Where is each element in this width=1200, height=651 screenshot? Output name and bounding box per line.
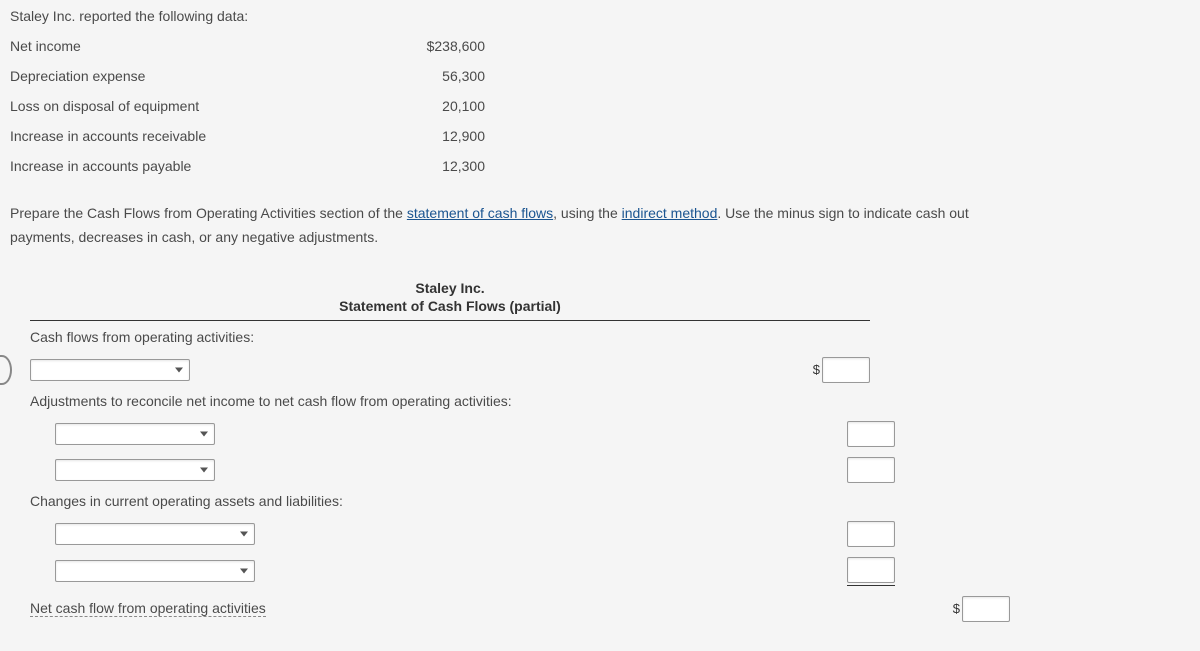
change-dropdown[interactable] <box>55 560 255 582</box>
form-row <box>55 457 895 483</box>
data-row: Increase in accounts receivable 12,900 <box>10 128 1190 144</box>
instruction-part: , using the <box>553 205 622 221</box>
worksheet-company: Staley Inc. <box>30 280 870 296</box>
intro-text: Staley Inc. reported the following data: <box>10 8 1190 24</box>
data-value: 12,300 <box>385 158 485 174</box>
worksheet-title: Statement of Cash Flows (partial) <box>30 298 870 314</box>
amount-input[interactable] <box>847 457 895 483</box>
form-row <box>55 421 895 447</box>
amount-input[interactable] <box>847 557 895 583</box>
section-changes: Changes in current operating assets and … <box>30 493 1190 509</box>
form-row: $ <box>30 357 870 383</box>
data-row: Depreciation expense 56,300 <box>10 68 1190 84</box>
data-label: Loss on disposal of equipment <box>10 98 385 114</box>
change-dropdown[interactable] <box>55 523 255 545</box>
instruction-part: Prepare the Cash Flows from Operating Ac… <box>10 205 407 221</box>
data-label: Increase in accounts receivable <box>10 128 385 144</box>
data-value: $238,600 <box>385 38 485 54</box>
instruction-part: . Use the minus sign to indicate cash ou… <box>717 205 968 221</box>
total-row: Net cash flow from operating activities … <box>30 596 1010 622</box>
data-value: 12,900 <box>385 128 485 144</box>
amount-input[interactable] <box>822 357 870 383</box>
instruction-text: Prepare the Cash Flows from Operating Ac… <box>10 202 1190 250</box>
given-data-table: Net income $238,600 Depreciation expense… <box>10 38 1190 174</box>
dollar-sign: $ <box>813 362 820 377</box>
section-adjustments: Adjustments to reconcile net income to n… <box>30 393 1190 409</box>
data-row: Increase in accounts payable 12,300 <box>10 158 1190 174</box>
instruction-part: payments, decreases in cash, or any nega… <box>10 229 378 245</box>
amount-input[interactable] <box>847 521 895 547</box>
section-operating-activities: Cash flows from operating activities: <box>30 329 1190 345</box>
form-row <box>55 521 895 547</box>
data-label: Depreciation expense <box>10 68 385 84</box>
dollar-sign: $ <box>953 601 960 616</box>
adjustment-dropdown[interactable] <box>55 423 215 445</box>
data-value: 20,100 <box>385 98 485 114</box>
worksheet-header: Staley Inc. Statement of Cash Flows (par… <box>30 280 870 321</box>
link-indirect-method[interactable]: indirect method <box>622 205 718 221</box>
data-label: Increase in accounts payable <box>10 158 385 174</box>
form-row <box>55 557 895 586</box>
data-row: Loss on disposal of equipment 20,100 <box>10 98 1190 114</box>
data-value: 56,300 <box>385 68 485 84</box>
total-amount-input[interactable] <box>962 596 1010 622</box>
data-row: Net income $238,600 <box>10 38 1190 54</box>
adjustment-dropdown[interactable] <box>55 459 215 481</box>
worksheet: Staley Inc. Statement of Cash Flows (par… <box>10 280 1190 622</box>
net-cash-flow-label: Net cash flow from operating activities <box>30 600 266 617</box>
link-statement-of-cash-flows[interactable]: statement of cash flows <box>407 205 553 221</box>
data-label: Net income <box>10 38 385 54</box>
line-item-dropdown[interactable] <box>30 359 190 381</box>
amount-input[interactable] <box>847 421 895 447</box>
